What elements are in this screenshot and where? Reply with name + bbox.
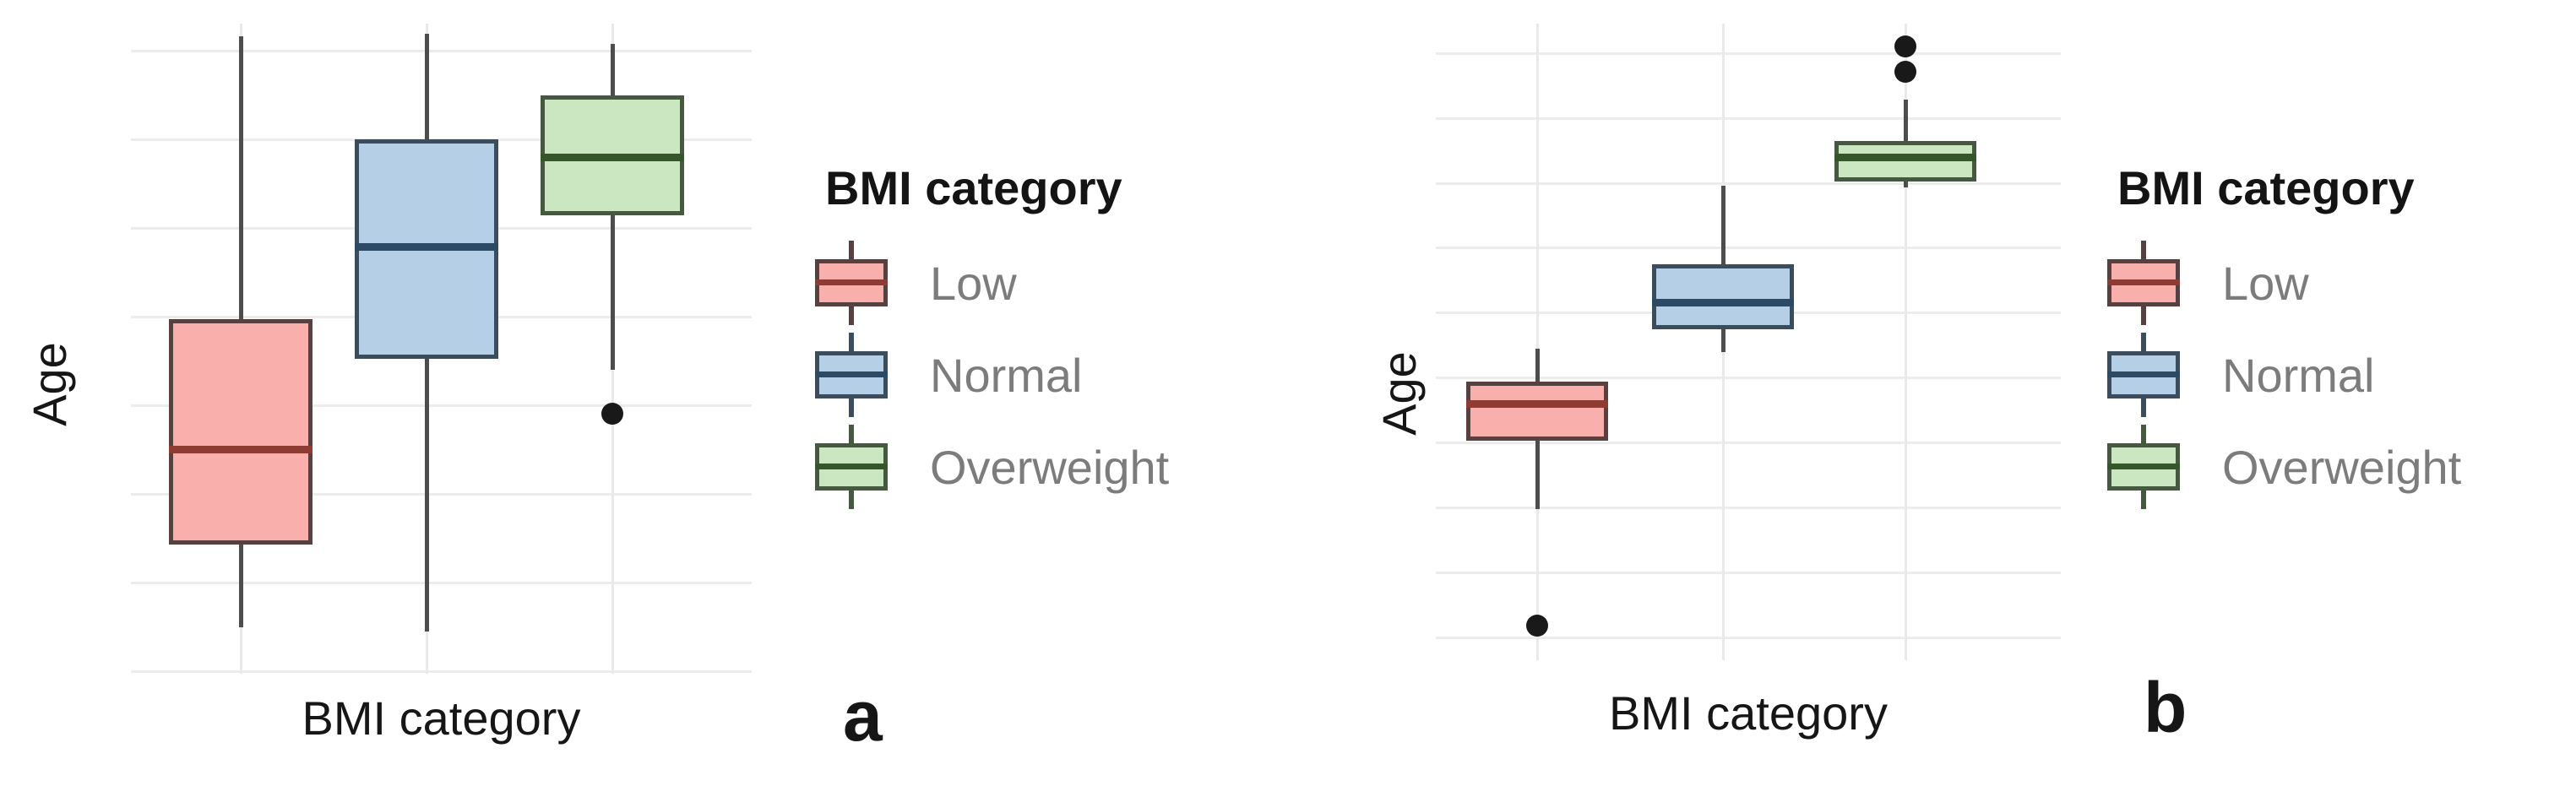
y-axis-label-a: Age — [22, 342, 76, 426]
legend-key-low-icon — [815, 241, 888, 325]
gridline-horizontal — [1436, 571, 2061, 574]
legend-key-whisker — [849, 333, 854, 351]
legend-title-a: BMI category — [825, 161, 1122, 214]
legend-item-normal: Normal — [815, 333, 1169, 417]
plot-area-a — [131, 24, 752, 674]
boxplot-whisker-lower-overweight — [611, 215, 616, 370]
boxplot-median-overweight — [541, 153, 685, 161]
boxplot-box-low — [1465, 381, 1608, 441]
legend-item-low: Low — [815, 241, 1169, 325]
legend-key-normal-icon — [815, 333, 888, 417]
boxplot-whisker-lower-overweight — [1903, 181, 1908, 187]
legend-item-low: Low — [2107, 241, 2461, 325]
boxplot-whisker-lower-normal — [424, 359, 429, 632]
boxplot-median-normal — [354, 243, 498, 252]
gridline-horizontal — [1436, 52, 2061, 55]
boxplot-whisker-lower-low — [239, 544, 244, 628]
legend-key-whisker — [849, 425, 854, 443]
boxplot-whisker-upper-low — [239, 36, 244, 320]
boxplot-whisker-upper-overweight — [611, 43, 616, 95]
gridline-horizontal — [1436, 246, 2061, 249]
x-axis-label-b: BMI category — [1609, 686, 1888, 740]
boxplot-median-low — [169, 446, 313, 454]
legend-key-overweight-icon — [815, 425, 888, 509]
legend-item-label: Low — [2222, 256, 2309, 310]
plot-area-b — [1436, 24, 2061, 660]
gridline-horizontal — [1436, 182, 2061, 186]
legend-key-whisker — [849, 398, 854, 417]
legend-key-median — [2107, 464, 2180, 469]
boxplot-whisker-upper-overweight — [1903, 99, 1908, 141]
legend-key-whisker — [849, 241, 854, 259]
legend-item-label: Overweight — [930, 440, 1170, 494]
boxplot-box-low — [169, 319, 313, 545]
legend-item-normal: Normal — [2107, 333, 2461, 417]
legend-a: BMI category Low Normal Overweight — [815, 160, 1169, 517]
panel-letter-b: b — [2144, 668, 2187, 747]
legend-key-whisker — [2141, 425, 2146, 443]
outlier-point-overweight — [601, 403, 624, 425]
legend-key-median — [2107, 371, 2180, 377]
gridline-horizontal — [131, 50, 752, 53]
x-axis-label-a: BMI category — [302, 691, 581, 745]
legend-key-low-icon — [2107, 241, 2180, 325]
legend-item-label: Low — [930, 256, 1017, 310]
legend-key-median — [815, 279, 888, 285]
boxplot-whisker-upper-normal — [424, 34, 429, 140]
legend-title-b: BMI category — [2117, 161, 2415, 214]
boxplot-whisker-lower-low — [1535, 440, 1540, 510]
boxplot-whisker-lower-normal — [1720, 328, 1725, 353]
boxplot-median-low — [1465, 400, 1608, 409]
boxplot-median-overweight — [1834, 154, 1976, 162]
legend-item-label: Normal — [2222, 348, 2375, 402]
boxplot-whisker-upper-normal — [1720, 186, 1725, 264]
legend-key-whisker — [2141, 306, 2146, 325]
legend-key-whisker — [2141, 491, 2146, 509]
legend-key-whisker — [2141, 333, 2146, 351]
legend-key-median — [2107, 279, 2180, 285]
legend-item-label: Normal — [930, 348, 1083, 402]
boxplot-whisker-upper-low — [1535, 349, 1540, 382]
legend-key-whisker — [2141, 398, 2146, 417]
legend-key-normal-icon — [2107, 333, 2180, 417]
gridline-horizontal — [1436, 377, 2061, 380]
gridline-horizontal — [131, 404, 752, 407]
legend-item-label: Overweight — [2222, 440, 2462, 494]
legend-key-median — [815, 371, 888, 377]
legend-item-overweight: Overweight — [2107, 425, 2461, 509]
gridline-vertical — [1904, 24, 1907, 660]
outlier-point-overweight — [1894, 61, 1916, 84]
legend-key-overweight-icon — [2107, 425, 2180, 509]
gridline-horizontal — [1436, 507, 2061, 510]
boxplot-median-normal — [1651, 299, 1794, 307]
boxplot-box-normal — [1651, 264, 1794, 329]
gridline-horizontal — [131, 582, 752, 585]
panel-letter-a: a — [843, 676, 883, 756]
outlier-point-overweight — [1894, 35, 1916, 58]
gridline-horizontal — [1436, 117, 2061, 121]
gridline-horizontal — [1436, 636, 2061, 639]
legend-item-overweight: Overweight — [815, 425, 1169, 509]
gridline-vertical — [1535, 24, 1539, 660]
outlier-point-low — [1525, 615, 1548, 637]
gridline-horizontal — [131, 492, 752, 496]
gridline-horizontal — [1436, 442, 2061, 445]
gridline-horizontal — [131, 670, 752, 673]
legend-key-whisker — [849, 306, 854, 325]
y-axis-label-b: Age — [1372, 351, 1426, 436]
legend-key-whisker — [849, 491, 854, 509]
legend-key-median — [815, 464, 888, 469]
legend-key-whisker — [2141, 241, 2146, 259]
legend-b: BMI category Low Normal Overweight — [2107, 160, 2461, 517]
